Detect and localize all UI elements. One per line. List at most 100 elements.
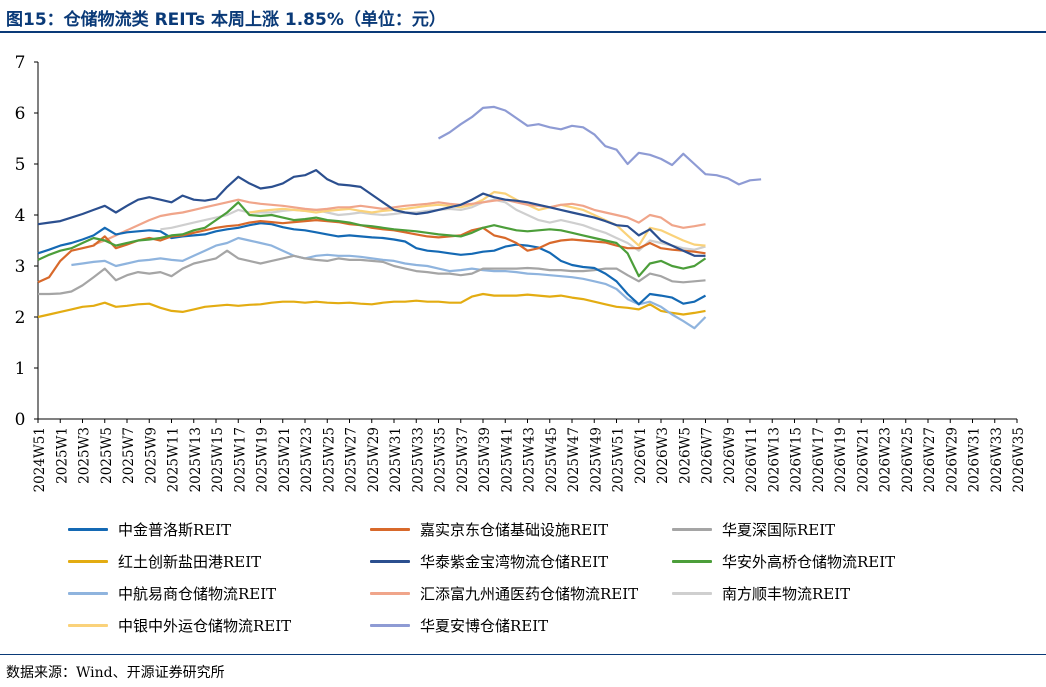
- legend-swatch: [68, 592, 108, 595]
- legend-item: 红土创新盐田港REIT: [68, 551, 261, 572]
- x-tick-label: 2026W13: [766, 427, 782, 492]
- x-tick-label: 2025W27: [344, 427, 360, 492]
- legend-swatch: [68, 528, 108, 531]
- y-tick-label: 4: [15, 206, 26, 226]
- x-tick-label: 2026W9: [722, 427, 738, 484]
- x-tick-label: 2025W41: [499, 427, 515, 492]
- line-chart: 0 1 2 3 4 5 6 7 2024W51 2025W1 2025W3 2025W5 2025W7…: [15, 53, 1027, 492]
- x-tick-label: 2026W31: [967, 427, 983, 492]
- x-tick-label: 2025W19: [255, 427, 271, 492]
- legend-item: 中金普洛斯REIT: [68, 519, 231, 540]
- x-tick-label: 2025W37: [455, 427, 471, 492]
- legend-label: 华夏安博仓储REIT: [420, 617, 549, 635]
- y-tick-label: 7: [15, 53, 26, 73]
- legend-item: 嘉实京东仓储基础设施REIT: [370, 519, 608, 540]
- legend-item: 华夏安博仓储REIT: [370, 615, 548, 636]
- y-tick-label: 3: [15, 257, 26, 277]
- series-line-5: [37, 201, 707, 278]
- legend-item: 中航易商仓储物流REIT: [68, 583, 276, 604]
- legend-swatch: [370, 592, 410, 595]
- x-axis: 2024W51 2025W1 2025W3 2025W5 2025W7 2025W9 202…: [32, 418, 1027, 492]
- legend-item: 中银中外运仓储物流REIT: [68, 615, 291, 636]
- x-tick-label: 2025W3: [77, 427, 93, 484]
- legend-swatch: [370, 528, 410, 531]
- legend-item: 汇添富九州通医药仓储物流REIT: [370, 583, 638, 604]
- legend-label: 汇添富九州通医药仓储物流REIT: [420, 585, 639, 603]
- x-tick-label: 2025W39: [477, 427, 493, 492]
- x-tick-label: 2025W13: [188, 427, 204, 492]
- x-tick-label: 2025W35: [433, 427, 449, 492]
- series-line-3: [37, 292, 706, 319]
- y-axis: 0 1 2 3 4 5 6 7: [15, 53, 39, 430]
- x-tick-label: 2026W11: [744, 427, 760, 492]
- legend-label: 华泰紫金宝湾物流仓储REIT: [420, 553, 609, 571]
- x-tick-label: 2026W19: [833, 427, 849, 492]
- x-tick-label: 2025W47: [566, 427, 582, 492]
- source-divider: [0, 654, 1046, 655]
- y-tick-label: 1: [15, 359, 26, 379]
- x-tick-label: 2025W9: [143, 427, 159, 484]
- legend-swatch: [672, 560, 712, 563]
- series-line-0: [37, 222, 707, 306]
- y-tick-label: 0: [15, 410, 26, 430]
- legend-label: 嘉实京东仓储基础设施REIT: [420, 521, 609, 539]
- x-tick-label: 2025W43: [522, 427, 538, 492]
- x-tick-label: 2025W51: [611, 427, 627, 492]
- x-tick-label: 2025W33: [410, 427, 426, 492]
- series-line-2: [38, 249, 706, 296]
- x-tick-label: 2026W5: [677, 427, 693, 484]
- x-tick-label: 2026W35: [1011, 427, 1027, 492]
- x-tick-label: 2026W7: [700, 427, 716, 484]
- x-tick-label: 2026W27: [922, 427, 938, 492]
- source-note: 数据来源：Wind、开源证券研究所: [6, 665, 225, 681]
- legend-label: 华夏深国际REIT: [722, 521, 836, 539]
- chart-title: 图15：仓储物流类 REITs 本周上涨 1.85%（单位：元）: [6, 10, 446, 30]
- legend-label: 中航易商仓储物流REIT: [118, 585, 277, 603]
- legend-label: 华安外高桥仓储物流REIT: [722, 553, 896, 571]
- x-tick-label: 2025W25: [321, 427, 337, 492]
- x-tick-label: 2025W17: [232, 427, 248, 492]
- series-line-6: [71, 236, 707, 330]
- x-tick-label: 2026W29: [944, 427, 960, 492]
- y-tick-label: 2: [15, 308, 26, 328]
- legend-swatch: [672, 528, 712, 531]
- x-tick-label: 2026W23: [878, 427, 894, 492]
- x-tick-label: 2025W21: [277, 427, 293, 492]
- legend-swatch: [68, 624, 108, 627]
- legend-swatch: [672, 592, 712, 595]
- x-tick-label: 2025W15: [210, 427, 226, 492]
- title-divider: [0, 31, 1046, 33]
- series-layer: [37, 105, 762, 330]
- series-line-1: [37, 219, 706, 284]
- legend-label: 中金普洛斯REIT: [118, 521, 232, 539]
- legend-item: 华夏深国际REIT: [672, 519, 835, 540]
- legend-label: 中银中外运仓储物流REIT: [118, 617, 292, 635]
- legend-item: 华安外高桥仓储物流REIT: [672, 551, 895, 572]
- x-tick-label: 2025W45: [544, 427, 560, 492]
- x-tick-label: 2025W31: [388, 427, 404, 492]
- x-tick-label: 2025W11: [166, 427, 182, 492]
- x-tick-label: 2026W3: [655, 427, 671, 484]
- series-line-4: [37, 169, 706, 257]
- legend-item: 南方顺丰物流REIT: [672, 583, 850, 604]
- y-tick-label: 6: [15, 104, 26, 124]
- y-tick-label: 5: [15, 155, 26, 175]
- x-tick-label: 2026W15: [789, 427, 805, 492]
- x-tick-label: 2025W5: [99, 427, 115, 484]
- x-tick-label: 2025W1: [54, 427, 70, 484]
- x-tick-label: 2025W7: [121, 427, 137, 484]
- legend-label: 红土创新盐田港REIT: [118, 553, 262, 571]
- x-tick-label: 2026W21: [855, 427, 871, 492]
- x-tick-label: 2025W23: [299, 427, 315, 492]
- x-tick-label: 2024W51: [32, 427, 48, 492]
- x-tick-label: 2026W1: [633, 427, 649, 484]
- legend-swatch: [68, 560, 108, 563]
- x-tick-label: 2026W17: [811, 427, 827, 492]
- legend-item: 华泰紫金宝湾物流仓储REIT: [370, 551, 608, 572]
- x-tick-label: 2026W25: [900, 427, 916, 492]
- legend-label: 南方顺丰物流REIT: [722, 585, 851, 603]
- x-tick-label: 2025W49: [588, 427, 604, 492]
- legend-swatch: [370, 560, 410, 563]
- series-line-10: [437, 105, 762, 186]
- x-tick-label: 2025W29: [366, 427, 382, 492]
